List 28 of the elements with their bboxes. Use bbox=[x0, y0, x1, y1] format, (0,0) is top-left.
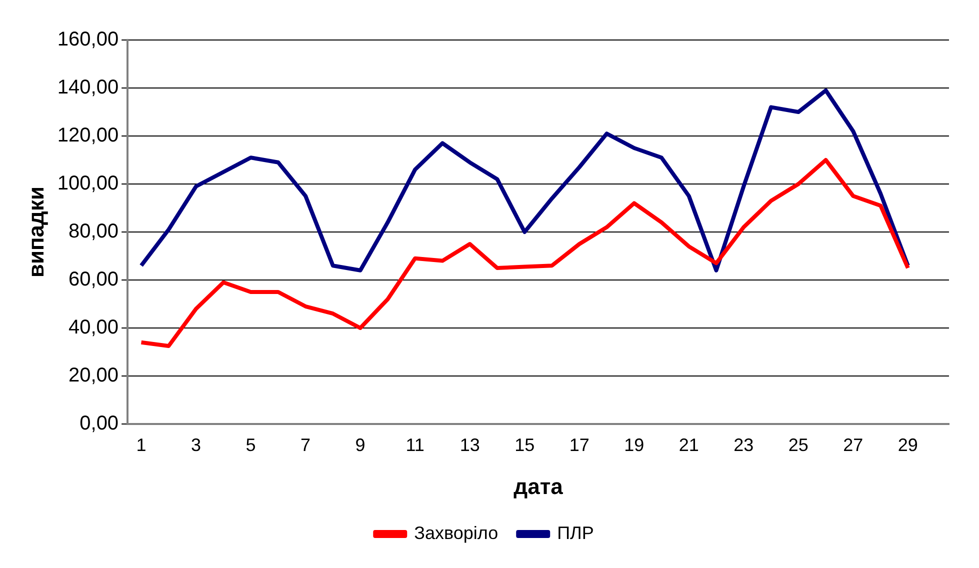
x-axis-title: дата bbox=[514, 474, 564, 499]
y-tick-label: 140,00 bbox=[57, 76, 119, 99]
legend-label: Захворіло bbox=[414, 522, 498, 543]
x-tick-label: 29 bbox=[898, 434, 918, 455]
x-tick-label: 21 bbox=[678, 434, 699, 455]
y-tick-label: 20,00 bbox=[68, 364, 119, 387]
y-tick-label: 0,00 bbox=[80, 412, 119, 435]
x-tick-label: 19 bbox=[624, 434, 644, 455]
x-tick-label: 9 bbox=[355, 434, 366, 455]
y-axis-title: випадки bbox=[23, 186, 48, 278]
x-tick-label: 27 bbox=[843, 434, 864, 455]
x-tick-label: 5 bbox=[246, 434, 256, 455]
x-tick-label: 23 bbox=[734, 434, 754, 455]
y-tick-label: 120,00 bbox=[57, 124, 119, 147]
x-tick-label: 11 bbox=[406, 434, 424, 455]
y-tick-label: 40,00 bbox=[68, 316, 119, 339]
y-tick-label: 60,00 bbox=[68, 268, 119, 291]
x-tick-label: 7 bbox=[300, 434, 311, 455]
y-tick-label: 80,00 bbox=[68, 220, 119, 243]
legend-label: ПЛР bbox=[557, 522, 594, 543]
y-tick-label: 160,00 bbox=[57, 28, 119, 51]
x-tick-label: 3 bbox=[191, 434, 202, 455]
x-tick-label: 25 bbox=[788, 434, 808, 455]
y-tick-label: 100,00 bbox=[57, 172, 119, 195]
x-tick-label: 1 bbox=[136, 434, 146, 455]
x-tick-label: 17 bbox=[569, 434, 590, 455]
x-tick-label: 13 bbox=[460, 434, 480, 455]
x-tick-label: 15 bbox=[514, 434, 535, 455]
